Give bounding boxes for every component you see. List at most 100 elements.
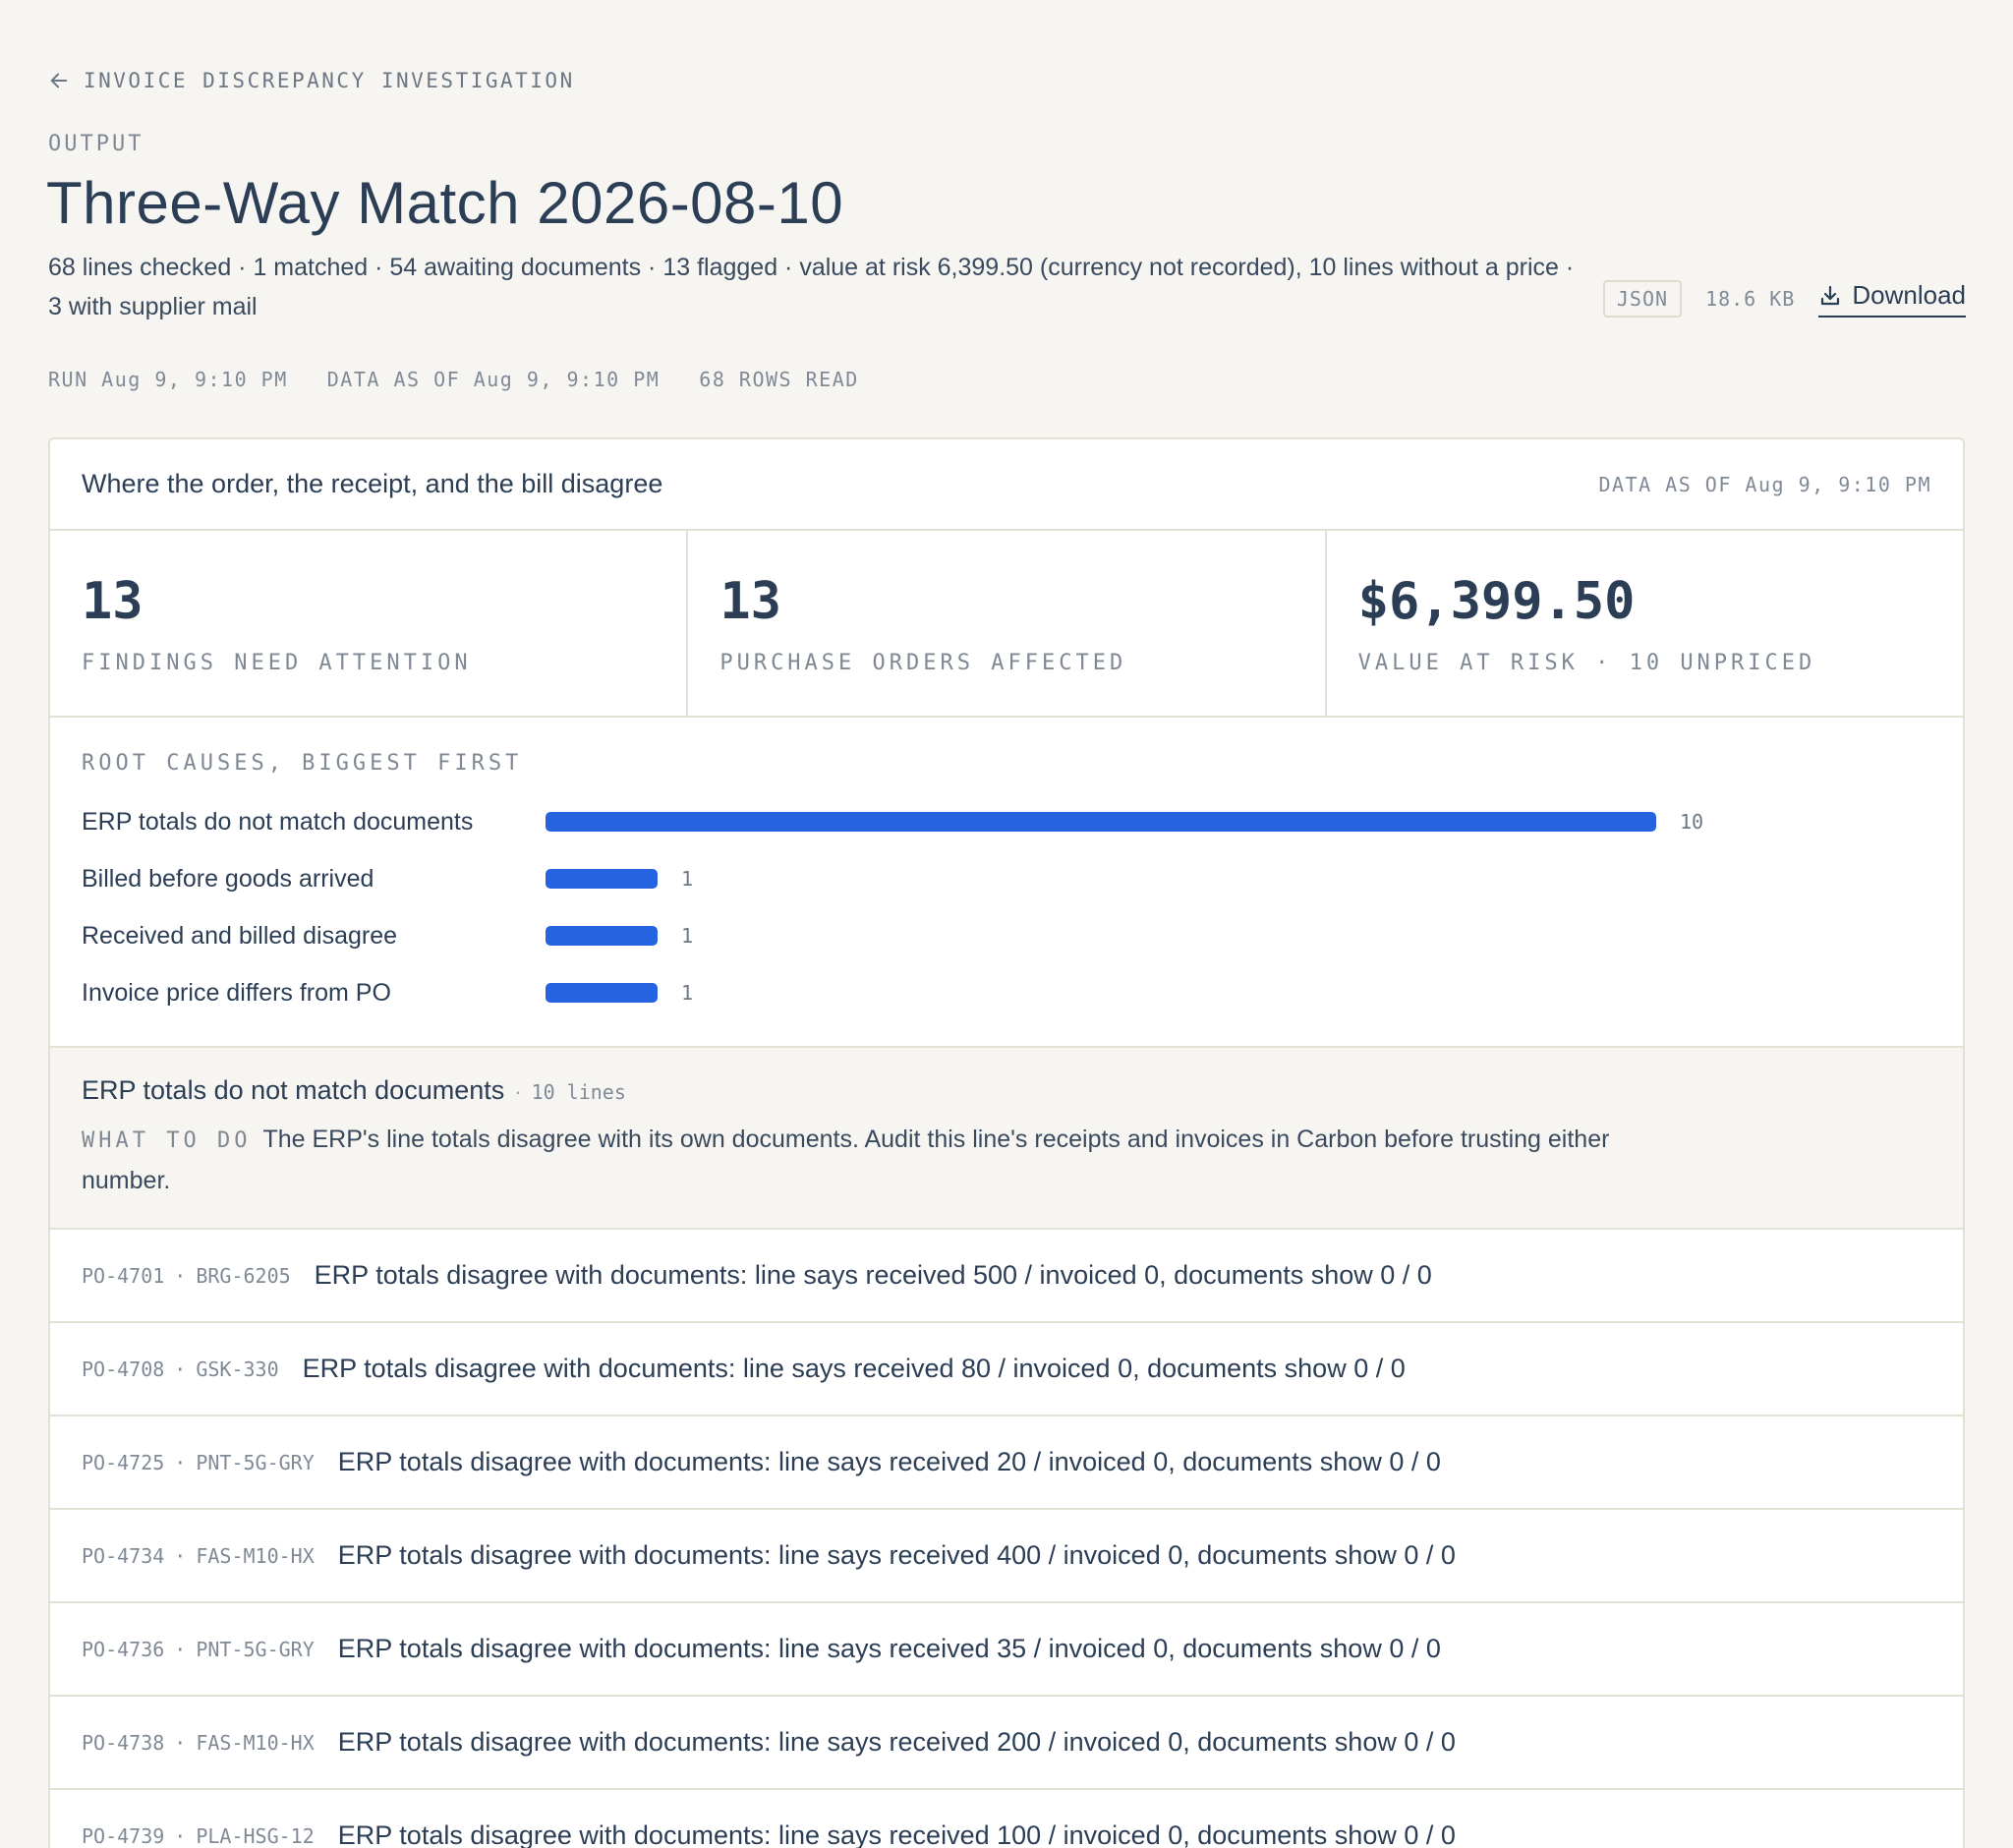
- finding-ref: PO-4738 · FAS-M10-HX: [82, 1731, 315, 1755]
- arrow-left-icon: [50, 73, 68, 88]
- page-title: Three-Way Match 2026-08-10: [46, 170, 844, 236]
- finding-ref: PO-4725 · PNT-5G-GRY: [82, 1451, 315, 1474]
- sku: BRG-6205: [196, 1263, 291, 1288]
- cause-label: Billed before goods arrived: [82, 864, 374, 893]
- cause-count: 1: [681, 981, 694, 1005]
- data-as-of: DATA AS OF Aug 9, 9:10 PM: [326, 368, 661, 391]
- cause-bar-track: 1: [546, 924, 1656, 948]
- po-number: PO-4734: [82, 1543, 165, 1568]
- finding-row[interactable]: PO-4739 · PLA-HSG-12 ERP totals disagree w…: [50, 1790, 1963, 1848]
- separator-dot: ·: [174, 1637, 187, 1661]
- stat-purchase-orders: 13 PURCHASE ORDERS AFFECTED: [688, 531, 1327, 716]
- separator-dot: ·: [174, 1357, 187, 1381]
- cause-bar: [546, 812, 1656, 832]
- run-summary: 68 lines checked · 1 matched · 54 awaiti…: [48, 254, 1575, 320]
- separator-dot: ·: [174, 1730, 187, 1755]
- finding-text: ERP totals disagree with documents: line…: [314, 1260, 1432, 1290]
- finding-ref: PO-4739 · PLA-HSG-12: [82, 1824, 315, 1848]
- card-header: Where the order, the receipt, and the bi…: [50, 439, 1963, 531]
- rows-read: 68 ROWS READ: [699, 368, 859, 391]
- po-number: PO-4739: [82, 1823, 165, 1848]
- group-count: 10 lines: [531, 1080, 626, 1104]
- separator-dot: ·: [174, 1543, 187, 1568]
- po-number: PO-4738: [82, 1730, 165, 1755]
- download-button[interactable]: Download: [1818, 280, 1966, 318]
- stat-value: $6,399.50: [1357, 572, 1636, 631]
- finding-text: ERP totals disagree with documents: line…: [337, 1540, 1456, 1570]
- root-causes-title: ROOT CAUSES, BIGGEST FIRST: [82, 751, 523, 776]
- separator-dot: ·: [174, 1450, 187, 1474]
- po-number: PO-4725: [82, 1450, 165, 1474]
- back-link-label: INVOICE DISCREPANCY INVESTIGATION: [84, 69, 575, 92]
- cause-bar: [546, 926, 658, 946]
- cause-bar-track: 10: [546, 810, 1703, 834]
- sku: PNT-5G-GRY: [196, 1450, 315, 1474]
- finding-ref: PO-4708 · GSK-330: [82, 1357, 279, 1381]
- back-link[interactable]: INVOICE DISCREPANCY INVESTIGATION: [48, 69, 575, 92]
- cause-count: 10: [1680, 810, 1704, 834]
- finding-text: ERP totals disagree with documents: line…: [337, 1727, 1456, 1757]
- finding-ref: PO-4734 · FAS-M10-HX: [82, 1544, 315, 1568]
- sku: FAS-M10-HX: [196, 1543, 315, 1568]
- finding-row[interactable]: PO-4701 · BRG-6205 ERP totals disagree wit…: [50, 1230, 1963, 1323]
- download-label: Download: [1852, 280, 1966, 310]
- finding-text: ERP totals disagree with documents: line…: [337, 1634, 1441, 1663]
- cause-bar-track: 1: [546, 867, 1656, 891]
- finding-row[interactable]: PO-4708 · GSK-330 ERP totals disagree with…: [50, 1323, 1963, 1416]
- sku: GSK-330: [196, 1357, 279, 1381]
- format-badge: JSON: [1602, 280, 1683, 318]
- stats-row: 13 FINDINGS NEED ATTENTION 13 PURCHASE O…: [50, 531, 1963, 718]
- separator-dot: ·: [514, 1079, 522, 1104]
- group-title: ERP totals do not match documents: [82, 1075, 505, 1105]
- file-meta: JSON 18.6 KB Download: [1602, 280, 1966, 318]
- finding-row[interactable]: PO-4734 · FAS-M10-HX ERP totals disagree w…: [50, 1510, 1963, 1603]
- finding-text: ERP totals disagree with documents: line…: [302, 1354, 1406, 1383]
- stat-value: 13: [82, 572, 144, 631]
- root-causes: ROOT CAUSES, BIGGEST FIRST ERP totals do…: [50, 718, 1963, 1048]
- what-to-do: WHAT TO DO The ERP's line totals disagree…: [82, 1120, 1694, 1200]
- cause-label: ERP totals do not match documents: [82, 807, 474, 836]
- stat-value: 13: [719, 572, 781, 631]
- po-number: PO-4708: [82, 1357, 165, 1381]
- cause-row: Received and billed disagree 1: [82, 907, 1931, 964]
- finding-row[interactable]: PO-4738 · FAS-M10-HX ERP totals disagree w…: [50, 1697, 1963, 1790]
- cause-row: ERP totals do not match documents 10: [82, 793, 1931, 850]
- cause-label: Invoice price differs from PO: [82, 978, 391, 1007]
- finding-ref: PO-4701 · BRG-6205: [82, 1264, 291, 1288]
- finding-ref: PO-4736 · PNT-5G-GRY: [82, 1638, 315, 1661]
- separator-dot: ·: [174, 1823, 187, 1848]
- file-size: 18.6 KB: [1705, 287, 1796, 311]
- output-eyebrow: OUTPUT: [48, 132, 144, 156]
- sku: FAS-M10-HX: [196, 1730, 315, 1755]
- finding-row[interactable]: PO-4736 · PNT-5G-GRY ERP totals disagree w…: [50, 1603, 1963, 1697]
- what-to-do-label: WHAT TO DO: [82, 1128, 252, 1153]
- card-title: Where the order, the receipt, and the bi…: [82, 469, 663, 498]
- po-number: PO-4736: [82, 1637, 165, 1661]
- sku: PNT-5G-GRY: [196, 1637, 315, 1661]
- cause-label: Received and billed disagree: [82, 921, 398, 950]
- po-number: PO-4701: [82, 1263, 165, 1288]
- download-icon: [1821, 285, 1840, 305]
- cause-count: 1: [681, 924, 694, 948]
- card-data-as-of: DATA AS OF Aug 9, 9:10 PM: [1598, 472, 1931, 496]
- cause-count: 1: [681, 867, 694, 891]
- group-title-row: ERP totals do not match documents · 10 l…: [82, 1075, 1931, 1106]
- run-meta: RUN Aug 9, 9:10 PM DATA AS OF Aug 9, 9:1…: [48, 368, 859, 391]
- cause-bar-track: 1: [546, 981, 1656, 1005]
- cause-bar: [546, 983, 658, 1003]
- stat-label: PURCHASE ORDERS AFFECTED: [719, 651, 1127, 675]
- finding-row[interactable]: PO-4725 · PNT-5G-GRY ERP totals disagree w…: [50, 1416, 1963, 1510]
- stat-findings: 13 FINDINGS NEED ATTENTION: [50, 531, 689, 716]
- report-card: Where the order, the receipt, and the bi…: [48, 437, 1965, 1848]
- cause-row: Billed before goods arrived 1: [82, 850, 1931, 907]
- cause-bar: [546, 869, 658, 889]
- finding-text: ERP totals disagree with documents: line…: [337, 1447, 1441, 1476]
- stat-value-at-risk: $6,399.50 VALUE AT RISK · 10 UNPRICED: [1327, 531, 1963, 716]
- finding-text: ERP totals disagree with documents: line…: [337, 1820, 1456, 1848]
- what-to-do-text: The ERP's line totals disagree with its …: [82, 1126, 1610, 1194]
- stat-label: VALUE AT RISK · 10 UNPRICED: [1357, 651, 1816, 675]
- separator-dot: ·: [174, 1263, 187, 1288]
- finding-group-header: ERP totals do not match documents · 10 l…: [50, 1048, 1963, 1230]
- cause-row: Invoice price differs from PO 1: [82, 964, 1931, 1021]
